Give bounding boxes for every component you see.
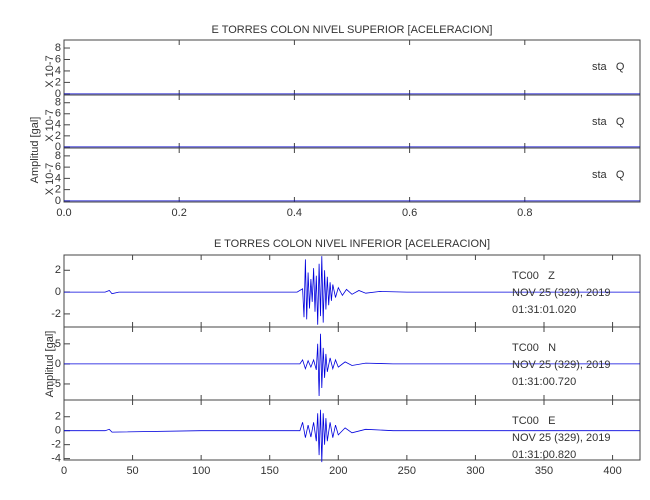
trace-label: NOV 25 (329), 2019: [512, 432, 610, 444]
trace-label: TC00 Z: [512, 270, 555, 282]
y-tick-label: 0: [55, 195, 61, 207]
y-tick-label: 2: [55, 184, 61, 196]
y-tick-label: 0: [55, 88, 61, 100]
y-unit: X 10-7: [44, 163, 56, 195]
trace-label: TC00 N: [512, 342, 556, 354]
x-tick-label: 350: [535, 465, 553, 477]
y-tick-label: 6: [55, 108, 61, 120]
panel-frame: [63, 39, 641, 96]
panel-frame: [63, 399, 641, 461]
y-tick-label: 4: [55, 119, 61, 131]
y-tick-label: 6: [55, 53, 61, 65]
chart-title: E TORRES COLON NIVEL SUPERIOR [ACELERACI…: [212, 24, 493, 36]
y-unit: X 10-7: [44, 55, 56, 87]
y-tick-label: -2: [51, 308, 61, 320]
x-tick-label: 400: [603, 465, 621, 477]
x-tick-label: 0.0: [56, 207, 71, 219]
trace-label: 01:31:01.020: [512, 304, 576, 316]
trace-label: 01:31:00.720: [512, 376, 576, 388]
x-tick-label: 100: [192, 465, 210, 477]
trace-label: sta Q: [592, 169, 625, 181]
waveform: [64, 409, 640, 463]
y-tick-label: 0: [55, 286, 61, 298]
trace-label: sta Q: [592, 116, 625, 128]
y-axis-label: Amplitud [gal]: [29, 117, 41, 184]
y-tick-label: 8: [55, 150, 61, 162]
panel-frame: [63, 94, 641, 149]
waveform: [64, 256, 640, 325]
y-tick-label: 2: [55, 411, 61, 423]
y-tick-label: -4: [51, 453, 61, 465]
y-unit: X 10-7: [44, 109, 56, 141]
x-tick-label: 50: [126, 465, 138, 477]
trace-label: sta Q: [592, 61, 625, 73]
trace-label: NOV 25 (329), 2019: [512, 359, 610, 371]
trace-label: 01:31:00.820: [512, 449, 576, 461]
y-tick-label: 8: [55, 42, 61, 54]
x-tick-label: 150: [261, 465, 279, 477]
x-tick-label: 0.4: [287, 207, 302, 219]
y-tick-label: 6: [55, 161, 61, 173]
trace-label: TC00 E: [512, 415, 555, 427]
x-tick-label: 0.6: [402, 207, 417, 219]
y-tick-label: 4: [55, 65, 61, 77]
y-tick-label: 5: [55, 338, 61, 350]
y-tick-label: -2: [51, 439, 61, 451]
x-tick-label: 250: [398, 465, 416, 477]
x-tick-label: 0.2: [172, 207, 187, 219]
x-tick-label: 300: [466, 465, 484, 477]
waveform: [64, 333, 640, 397]
y-tick-label: 0: [55, 358, 61, 370]
y-tick-label: 2: [55, 264, 61, 276]
x-tick-label: 0: [61, 465, 67, 477]
y-axis-label: Amplitud [gal]: [44, 331, 56, 398]
y-tick-label: 4: [55, 172, 61, 184]
x-tick-label: 0.8: [517, 207, 532, 219]
y-tick-label: 0: [55, 141, 61, 153]
y-tick-label: 8: [55, 97, 61, 109]
x-tick-label: 200: [329, 465, 347, 477]
panel-frame: [63, 147, 641, 203]
trace-label: NOV 25 (329), 2019: [512, 287, 610, 299]
y-tick-label: -5: [51, 378, 61, 390]
y-tick-label: 2: [55, 130, 61, 142]
y-tick-label: 0: [55, 425, 61, 437]
chart-title: E TORRES COLON NIVEL INFERIOR [ACELERACI…: [214, 238, 490, 250]
y-tick-label: 2: [55, 76, 61, 88]
